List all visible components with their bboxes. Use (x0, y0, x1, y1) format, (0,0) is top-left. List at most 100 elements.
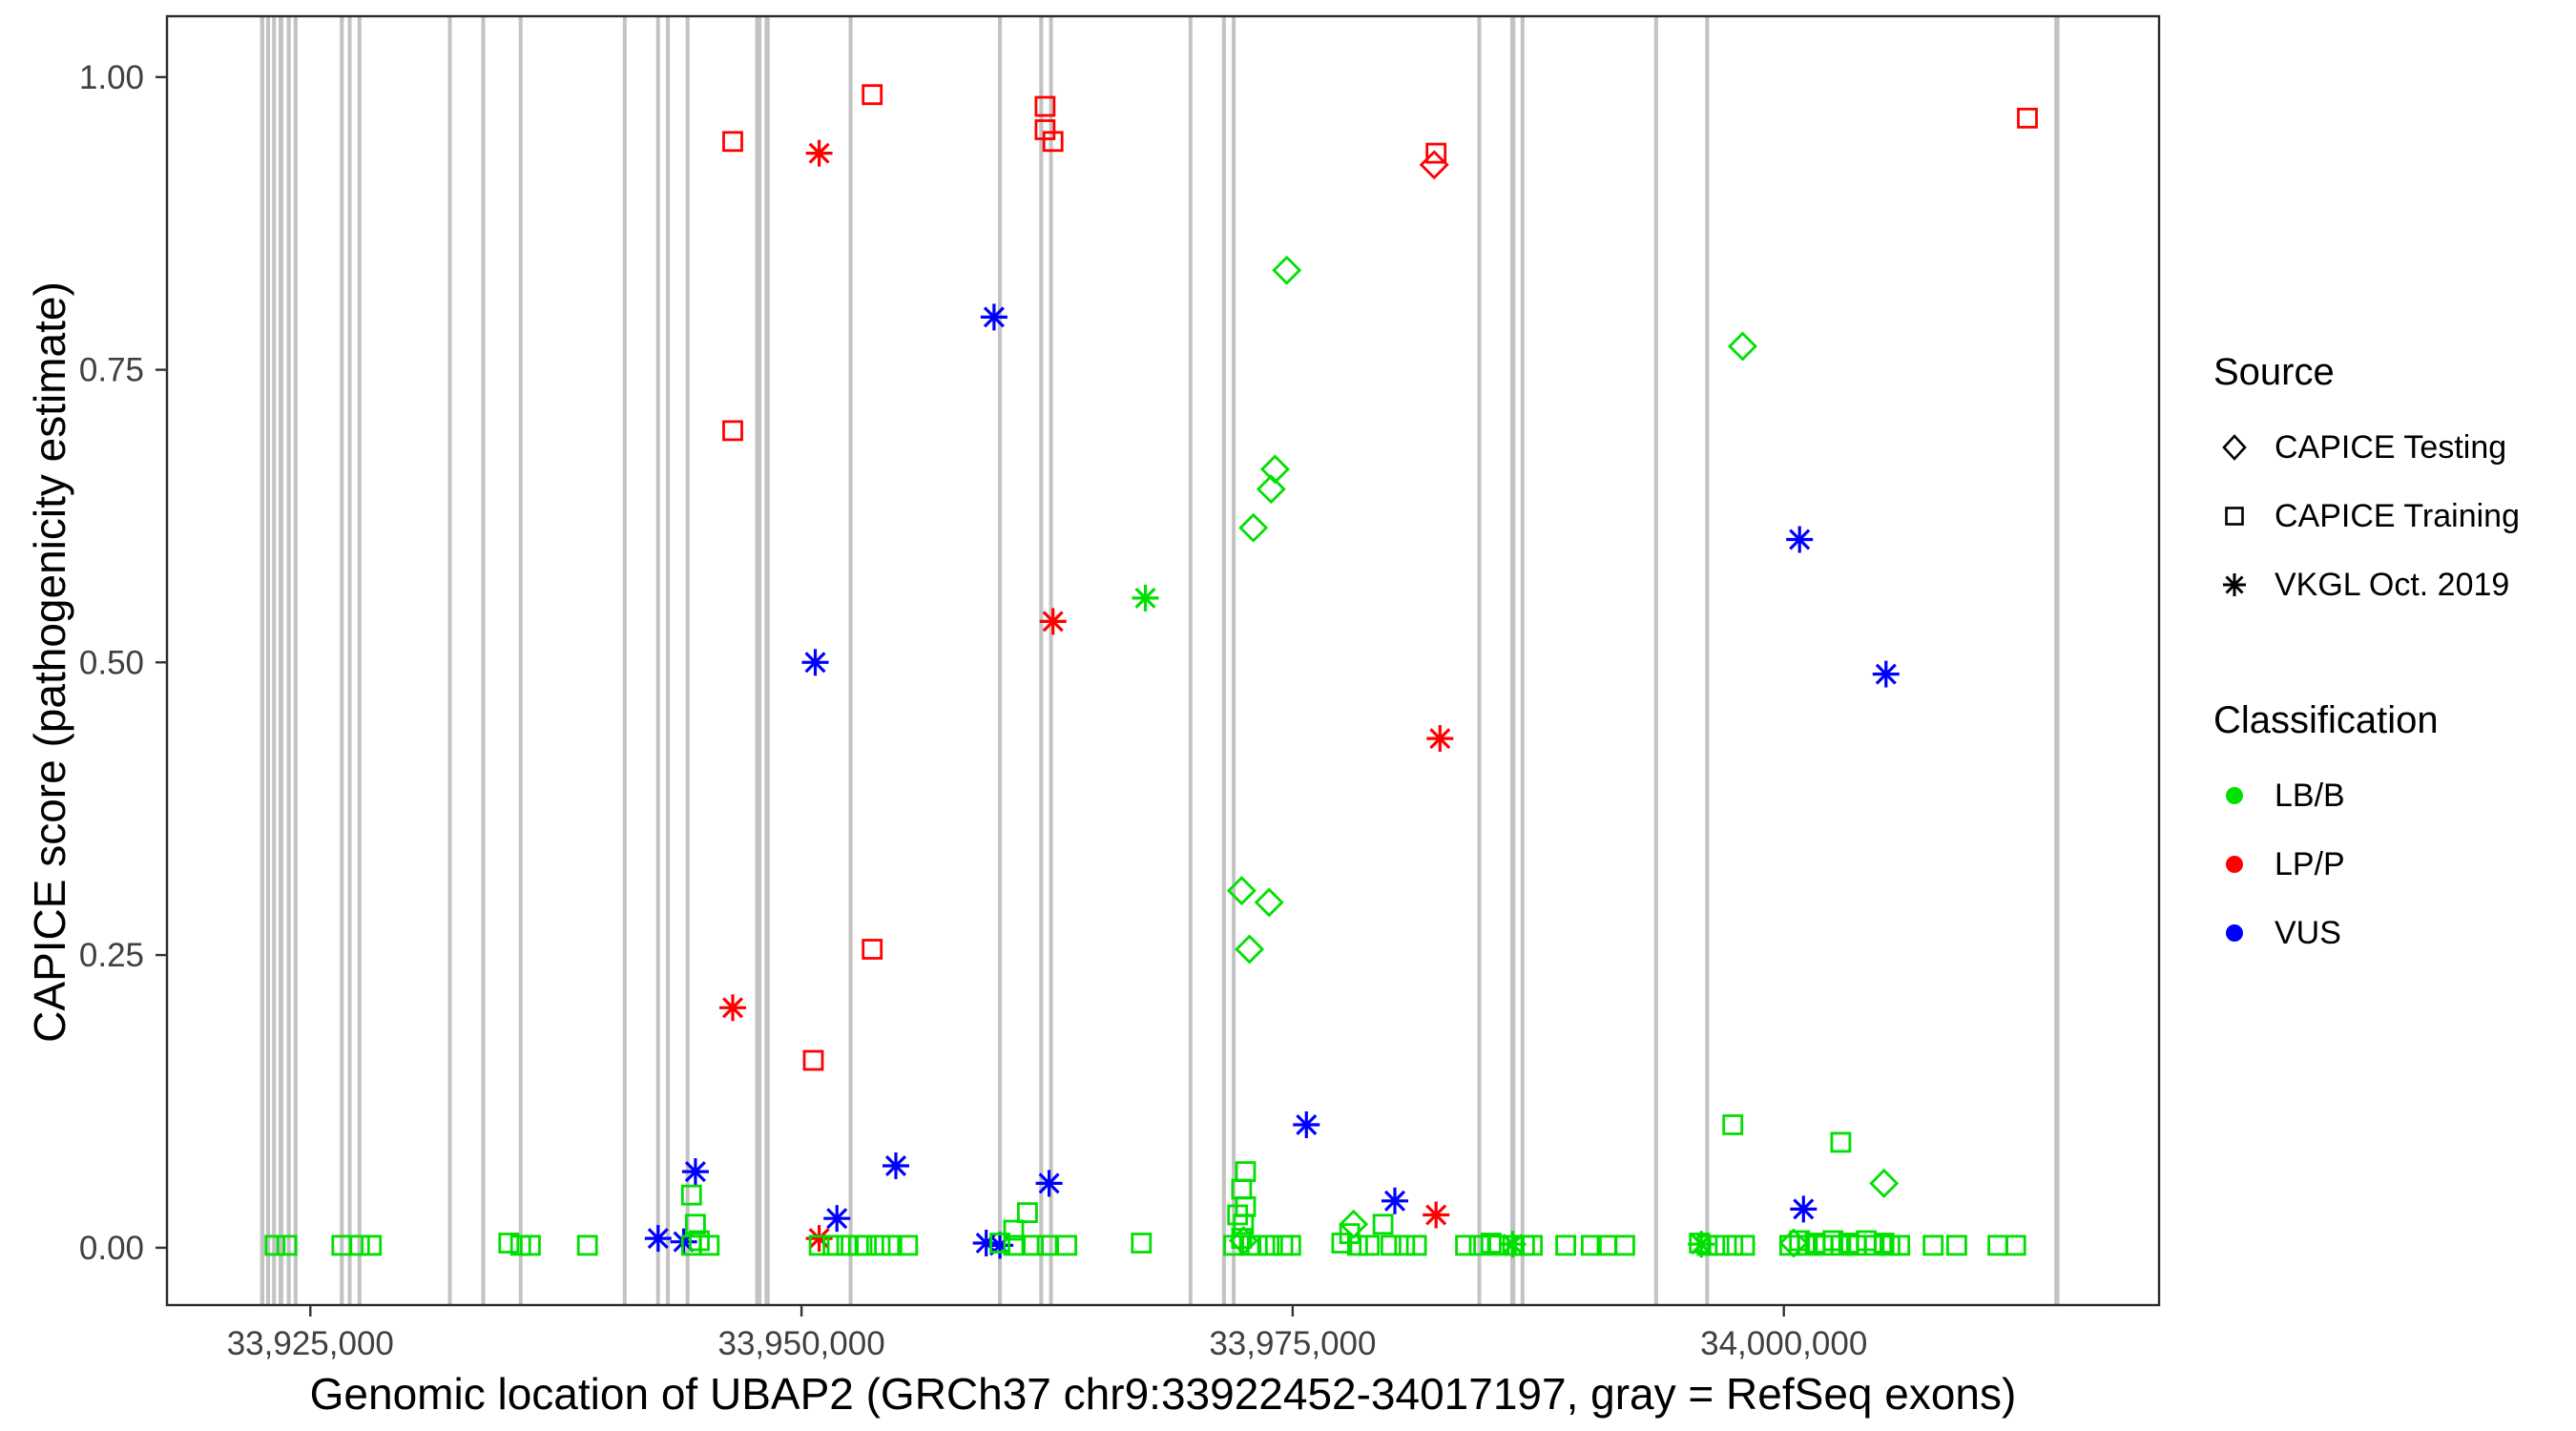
data-point (644, 1225, 672, 1253)
legend-item-source: VKGL Oct. 2019 (2213, 550, 2520, 619)
data-point (1381, 1187, 1408, 1214)
data-point (1238, 512, 1269, 543)
exon-bar (347, 16, 352, 1305)
data-point (1359, 1234, 1381, 1256)
y-tick-label: 0.00 (79, 1230, 144, 1267)
exon-bar (764, 16, 770, 1305)
exon-bar (1653, 16, 1658, 1305)
data-point (823, 1205, 851, 1233)
legend-item-label: CAPICE Training (2275, 497, 2520, 534)
exon-bar (1705, 16, 1710, 1305)
y-tick-label: 0.75 (79, 352, 144, 389)
exon-bar (622, 16, 627, 1305)
data-point (520, 1234, 541, 1256)
data-point (1258, 1234, 1280, 1256)
data-point (869, 1234, 891, 1256)
legend-item-label: VKGL Oct. 2019 (2275, 566, 2510, 603)
y-axis-title-text: CAPICE score (pathogenicity estimate) (25, 281, 74, 1043)
data-point (1372, 1213, 1394, 1235)
exon-bar (286, 16, 291, 1305)
y-tick-label: 0.50 (79, 644, 144, 681)
data-point (685, 1213, 706, 1235)
data-point (1226, 876, 1257, 906)
data-point (1003, 1234, 1025, 1256)
data-point (1039, 608, 1067, 635)
data-point (1786, 526, 1814, 553)
data-point (1405, 1234, 1427, 1256)
data-point (1889, 1234, 1911, 1256)
data-point (361, 1234, 383, 1256)
data-point (1522, 1234, 1543, 1256)
y-tick-label: 1.00 (79, 59, 144, 96)
exon-bar (272, 16, 277, 1305)
exon-bar (1232, 16, 1236, 1305)
legend-item-source: CAPICE Training (2213, 482, 2520, 550)
legend-source-items: CAPICE Testing CAPICE Training VKGL Oct. 2… (2213, 413, 2520, 619)
data-point (348, 1234, 370, 1256)
data-point (1778, 1228, 1809, 1258)
data-point (1426, 725, 1454, 753)
asterisk-icon (2223, 573, 2246, 596)
exon-bar (1049, 16, 1053, 1305)
data-point (1381, 1234, 1402, 1256)
data-point (2017, 107, 2038, 129)
diamond-open-icon (2222, 434, 2247, 461)
data-point (1455, 1234, 1476, 1256)
data-point (1830, 1131, 1852, 1153)
legend-source: Source CAPICE Testing CAPICE Training VKGL… (2213, 351, 2520, 619)
data-point (822, 1234, 843, 1256)
classification-dot-icon (2226, 856, 2243, 873)
exon-bar (848, 16, 853, 1305)
data-point (1042, 131, 1064, 153)
data-point (1872, 660, 1900, 688)
square-open-icon (2225, 507, 2244, 526)
legend-item-label: LB/B (2275, 777, 2345, 814)
exon-bar (447, 16, 452, 1305)
data-point (1419, 150, 1449, 180)
data-point (1279, 1234, 1301, 1256)
legend-item-classification: LP/P (2213, 830, 2520, 899)
exon-bar (1221, 16, 1226, 1305)
legend-item-classification: VUS (2213, 899, 2520, 967)
legend-item-label: LP/P (2275, 845, 2345, 882)
data-point (722, 131, 743, 153)
data-point (1003, 1219, 1025, 1241)
data-point (1922, 1234, 1944, 1256)
data-point (722, 420, 743, 442)
x-tick-label: 34,000,000 (1700, 1325, 1867, 1362)
data-point (1708, 1234, 1730, 1256)
exon-bar (518, 16, 523, 1305)
data-point (1869, 1168, 1900, 1198)
data-point (1790, 1195, 1818, 1223)
data-point (1036, 1234, 1058, 1256)
data-point (836, 1234, 858, 1256)
legend-source-title: Source (2213, 351, 2335, 393)
exon-bar (685, 16, 690, 1305)
exon-bar (278, 16, 283, 1305)
legend-item-classification: LB/B (2213, 761, 2520, 830)
data-point (1131, 1233, 1153, 1254)
data-point (1423, 1201, 1450, 1229)
data-point (1468, 1234, 1490, 1256)
data-point (1056, 1234, 1077, 1256)
data-point (264, 1234, 286, 1256)
x-tick-label: 33,975,000 (1209, 1325, 1376, 1362)
data-point (883, 1152, 909, 1179)
exon-bar (260, 16, 265, 1305)
data-point (2005, 1234, 2026, 1256)
data-point (802, 1049, 824, 1071)
exon-bar (293, 16, 298, 1305)
data-point (1023, 1234, 1044, 1256)
data-point (576, 1234, 598, 1256)
data-point (1696, 1234, 1718, 1256)
data-point (1347, 1234, 1368, 1256)
exon-bar (755, 16, 762, 1305)
data-point (1233, 1213, 1255, 1235)
data-point (1259, 454, 1290, 485)
data-point (1946, 1234, 1967, 1256)
legend-item-label: CAPICE Testing (2275, 428, 2507, 466)
exon-bar (666, 16, 671, 1305)
exon-bar (340, 16, 344, 1305)
exon-bar (357, 16, 362, 1305)
